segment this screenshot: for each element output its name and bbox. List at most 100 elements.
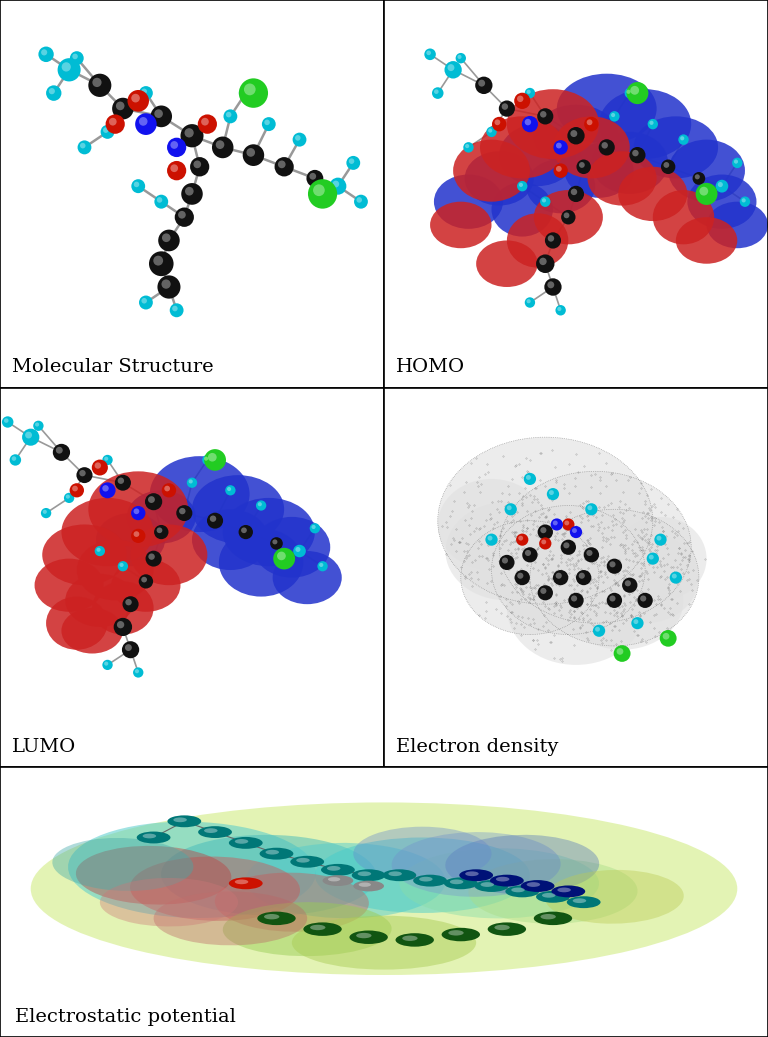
Ellipse shape xyxy=(353,826,492,880)
Circle shape xyxy=(157,528,162,533)
Circle shape xyxy=(25,431,32,439)
Circle shape xyxy=(458,55,462,59)
Circle shape xyxy=(556,143,561,148)
Circle shape xyxy=(486,127,497,137)
Circle shape xyxy=(488,923,526,935)
Circle shape xyxy=(522,116,538,133)
Circle shape xyxy=(190,157,209,176)
Circle shape xyxy=(103,128,108,133)
Circle shape xyxy=(162,233,170,242)
Circle shape xyxy=(346,156,360,170)
Circle shape xyxy=(241,528,247,533)
Circle shape xyxy=(134,181,139,188)
Circle shape xyxy=(536,891,570,903)
Circle shape xyxy=(4,418,8,423)
Ellipse shape xyxy=(150,456,250,532)
Circle shape xyxy=(257,912,296,925)
Ellipse shape xyxy=(530,509,699,646)
Circle shape xyxy=(112,97,134,119)
Circle shape xyxy=(598,139,614,156)
Circle shape xyxy=(396,933,434,947)
Circle shape xyxy=(149,251,174,276)
Ellipse shape xyxy=(246,843,445,919)
Ellipse shape xyxy=(399,848,599,919)
Ellipse shape xyxy=(499,472,691,623)
Circle shape xyxy=(157,276,180,299)
Circle shape xyxy=(449,930,464,935)
Circle shape xyxy=(459,869,493,881)
Circle shape xyxy=(41,508,51,518)
Circle shape xyxy=(313,185,325,196)
Circle shape xyxy=(526,475,531,480)
Circle shape xyxy=(511,888,525,892)
Circle shape xyxy=(545,232,561,249)
Ellipse shape xyxy=(707,201,768,248)
Text: Electrostatic potential: Electrostatic potential xyxy=(15,1008,237,1027)
Circle shape xyxy=(649,555,654,560)
Circle shape xyxy=(661,160,675,174)
Circle shape xyxy=(647,119,658,130)
Circle shape xyxy=(310,925,326,930)
Circle shape xyxy=(229,877,263,890)
Circle shape xyxy=(521,880,554,892)
Circle shape xyxy=(321,864,355,876)
Circle shape xyxy=(61,62,71,72)
Ellipse shape xyxy=(65,573,134,627)
Circle shape xyxy=(505,886,539,897)
Circle shape xyxy=(243,144,264,166)
Ellipse shape xyxy=(61,498,154,566)
Circle shape xyxy=(66,495,70,499)
Ellipse shape xyxy=(534,190,603,245)
Circle shape xyxy=(587,119,592,125)
Circle shape xyxy=(610,561,616,567)
Ellipse shape xyxy=(100,878,238,926)
Circle shape xyxy=(273,548,295,569)
Circle shape xyxy=(134,531,139,537)
Circle shape xyxy=(141,298,147,304)
Circle shape xyxy=(539,537,551,550)
Circle shape xyxy=(601,142,608,148)
Circle shape xyxy=(58,58,81,82)
Circle shape xyxy=(545,278,561,296)
Ellipse shape xyxy=(127,491,196,543)
Circle shape xyxy=(201,118,209,125)
Circle shape xyxy=(492,117,506,132)
Circle shape xyxy=(92,459,108,476)
Ellipse shape xyxy=(438,438,653,605)
Ellipse shape xyxy=(192,475,284,543)
Circle shape xyxy=(551,518,563,531)
Ellipse shape xyxy=(445,835,599,894)
Circle shape xyxy=(176,505,192,521)
Circle shape xyxy=(499,555,515,570)
Circle shape xyxy=(100,482,115,499)
Ellipse shape xyxy=(96,513,165,566)
Circle shape xyxy=(122,641,139,658)
Circle shape xyxy=(353,880,384,892)
Circle shape xyxy=(139,117,147,125)
Circle shape xyxy=(274,157,293,176)
Circle shape xyxy=(542,893,555,898)
Circle shape xyxy=(72,485,78,492)
Circle shape xyxy=(465,144,469,148)
Circle shape xyxy=(70,483,84,498)
Circle shape xyxy=(637,593,653,608)
Ellipse shape xyxy=(111,559,180,612)
Ellipse shape xyxy=(465,151,534,205)
Circle shape xyxy=(102,485,109,492)
Circle shape xyxy=(654,534,667,545)
Circle shape xyxy=(187,478,197,487)
Circle shape xyxy=(80,143,85,148)
Circle shape xyxy=(131,506,145,521)
Circle shape xyxy=(641,595,647,601)
Circle shape xyxy=(525,550,531,556)
Circle shape xyxy=(448,64,455,72)
Circle shape xyxy=(518,536,523,540)
Ellipse shape xyxy=(618,167,687,221)
Ellipse shape xyxy=(430,201,492,248)
Circle shape xyxy=(568,593,584,608)
Circle shape xyxy=(227,487,231,492)
Ellipse shape xyxy=(676,217,737,263)
Circle shape xyxy=(266,849,279,854)
Circle shape xyxy=(264,914,280,920)
Ellipse shape xyxy=(545,870,684,924)
